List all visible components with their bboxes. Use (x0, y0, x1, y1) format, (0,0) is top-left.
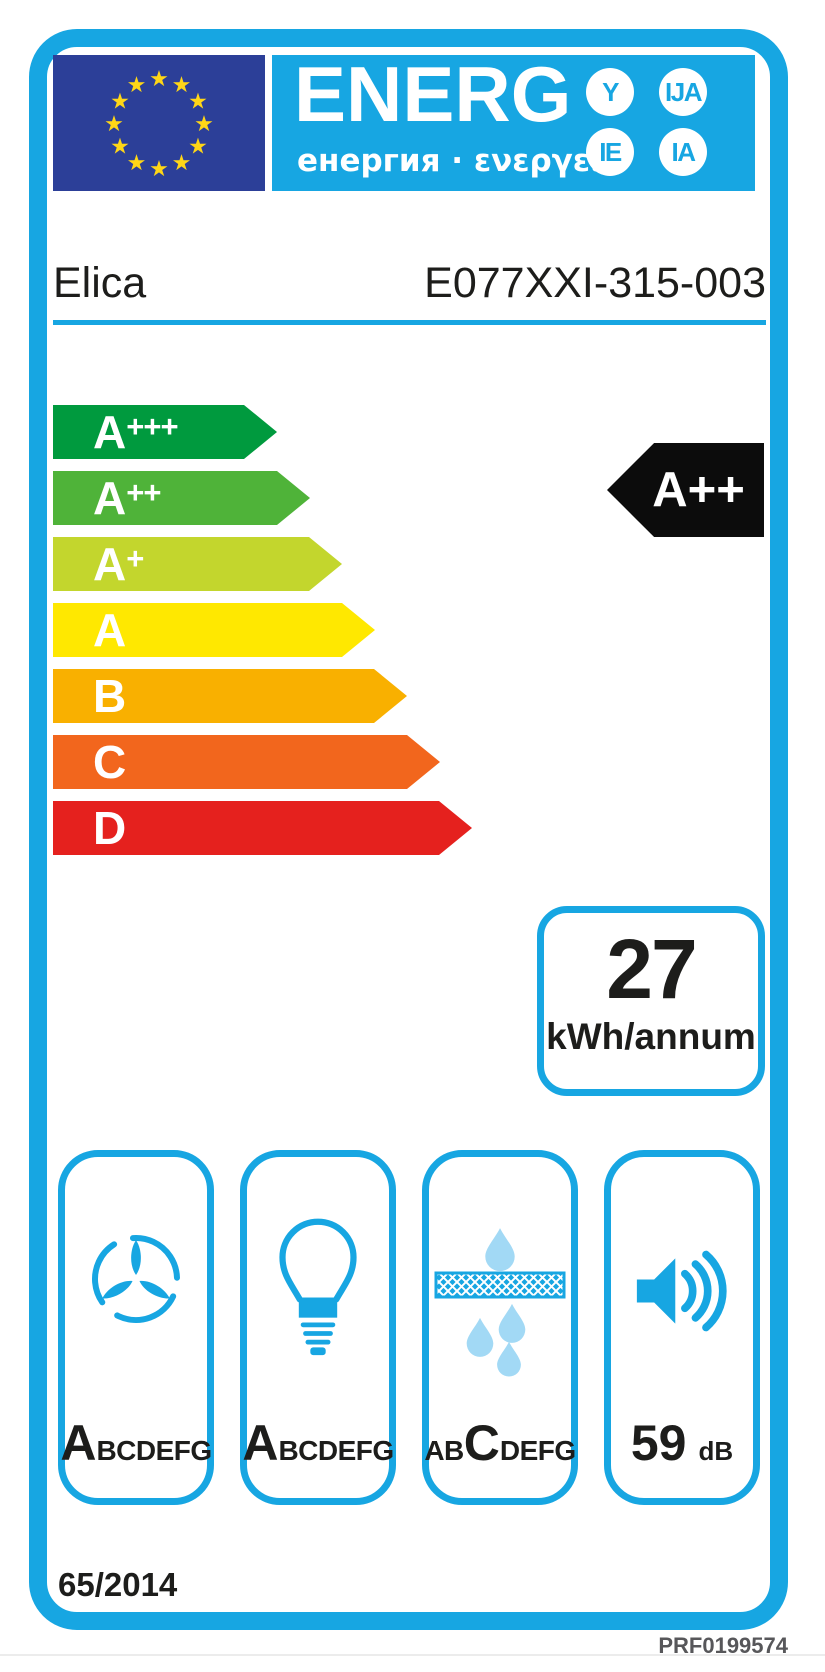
scale-grade: A (93, 472, 127, 524)
regulation-number: 65/2014 (58, 1566, 178, 1603)
reference-code: PRF0199574 (658, 1633, 788, 1658)
rating-arrow: A++ (607, 443, 764, 537)
svg-text:★: ★ (149, 157, 169, 182)
noise-unit: dB (698, 1436, 734, 1466)
energ-suffix-ija: IJA (659, 68, 707, 116)
scale-grade-sup: + (126, 541, 144, 576)
energy-consumption-value: 27 (606, 922, 697, 1016)
svg-text:★: ★ (104, 112, 124, 137)
brand-name: Elica (53, 259, 147, 307)
svg-text:★: ★ (188, 135, 208, 160)
energ-text: ENERG (294, 50, 572, 138)
svg-text:★: ★ (110, 90, 130, 115)
energ-suffix-ie: IE (586, 128, 634, 176)
svg-text:★: ★ (172, 151, 192, 176)
grade-rest: BCDEFG (96, 1435, 212, 1466)
scale-grade-sup: +++ (126, 409, 178, 444)
scale-arrow-d: D (53, 801, 472, 855)
model-number: E077XXI-315-003 (424, 259, 766, 307)
energy-label: ★ ★ ★ ★ ★ ★ ★ ★ ★ ★ ★ ★ ENERG енергия · ενεργεια… (29, 29, 788, 1630)
metric-grease-filtering: AB C DEFG (422, 1150, 578, 1505)
scale-arrow-b: B (53, 669, 407, 723)
metric-lighting-efficiency: A BCDEFG (240, 1150, 396, 1505)
svg-text:★: ★ (188, 90, 208, 115)
grade-letter: C (463, 1415, 500, 1471)
efficiency-scale: A+++ A++ A+ A B C D (53, 405, 472, 867)
scale-arrow-a-plus2: A++ (53, 471, 310, 525)
svg-text:★: ★ (194, 112, 214, 137)
fan-icon (92, 1235, 180, 1323)
grade-rest: BCDEFG (278, 1435, 394, 1466)
bulb-icon (279, 1218, 357, 1356)
divider-line (53, 320, 766, 325)
scale-arrow-c: C (53, 735, 440, 789)
scale-arrow-a-plus3: A+++ (53, 405, 277, 459)
scale-arrow-a-plus1: A+ (53, 537, 342, 591)
scale-grade: A (93, 604, 127, 656)
energ-suffix-ia: IA (659, 128, 707, 176)
energ-logo: ENERG енергия · ενεργεια Y IJA IE IA (272, 50, 755, 191)
grade-letter: A (60, 1415, 97, 1471)
scale-arrow-a: A (53, 603, 375, 657)
page-edge-line (0, 1654, 825, 1656)
grade-letter: A (242, 1415, 279, 1471)
energy-consumption-unit: kWh/annum (546, 1016, 756, 1057)
energ-subtitle: енергия · ενεργεια (297, 143, 624, 179)
filter-icon (434, 1228, 566, 1377)
brand-row: Elica E077XXI-315-003 (53, 259, 766, 308)
grade-rest: DEFG (499, 1435, 576, 1466)
svg-text:★: ★ (127, 73, 147, 98)
scale-grade-sup: ++ (126, 475, 161, 510)
noise-value: 59 (630, 1415, 687, 1471)
grade-pre: AB (424, 1435, 464, 1466)
eu-stars-icon: ★ ★★ ★★★ ★★★ ★★★ (104, 67, 214, 182)
speaker-icon (636, 1250, 727, 1332)
metric-noise-level: 59 dB (604, 1150, 760, 1505)
energy-consumption-box: 27 kWh/annum (537, 906, 765, 1096)
svg-text:★: ★ (172, 73, 192, 98)
scale-grade: A (93, 538, 127, 590)
svg-text:★: ★ (110, 135, 130, 160)
scale-grade: A (93, 406, 127, 458)
svg-text:★: ★ (127, 151, 147, 176)
scale-grade: B (93, 670, 127, 722)
energ-suffix-y: Y (586, 68, 634, 116)
scale-grade: C (93, 736, 127, 788)
metric-noise-label: 59 dB (611, 1414, 753, 1472)
eu-flag: ★ ★ ★ ★ ★ ★ ★ ★ ★ ★ ★ ★ (53, 55, 265, 191)
scale-grade: D (93, 802, 127, 854)
svg-text:★: ★ (149, 67, 169, 92)
metric-fluid-dynamic-efficiency: A BCDEFG (58, 1150, 214, 1505)
